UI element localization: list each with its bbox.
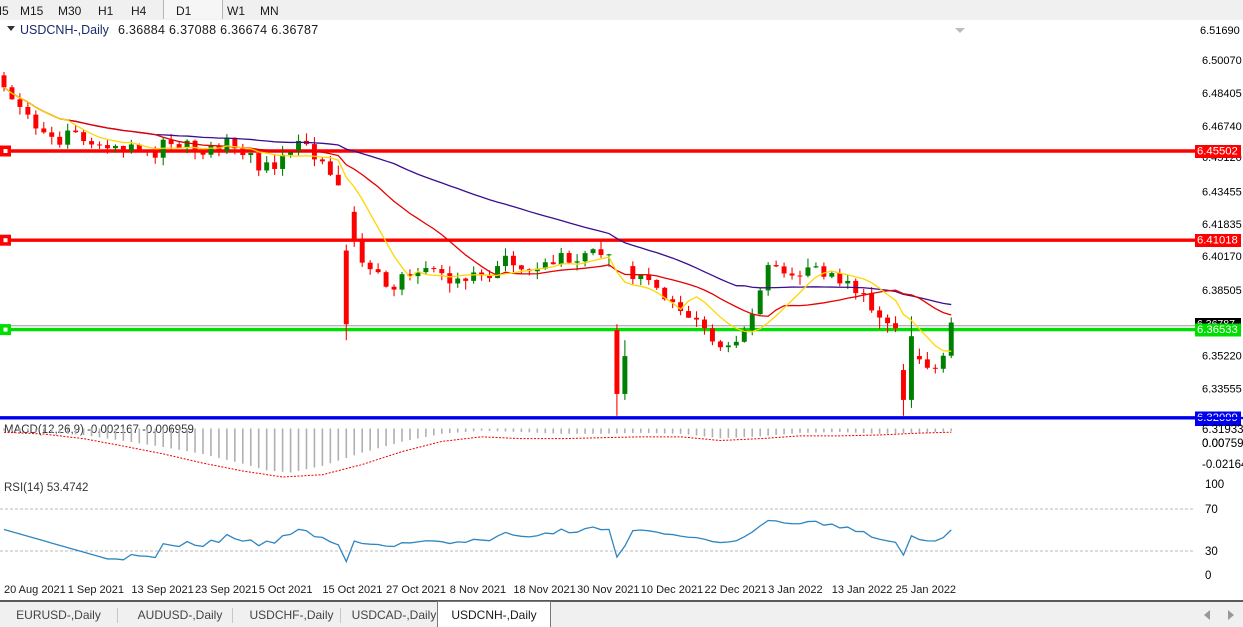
svg-text:30: 30	[1205, 546, 1218, 558]
svg-text:1 Sep 2021: 1 Sep 2021	[68, 584, 124, 596]
svg-text:13 Sep 2021: 13 Sep 2021	[131, 584, 193, 596]
svg-text:18 Nov 2021: 18 Nov 2021	[513, 584, 575, 596]
svg-text:25 Jan 2022: 25 Jan 2022	[896, 584, 957, 596]
svg-text:30 Nov 2021: 30 Nov 2021	[577, 584, 639, 596]
svg-text:70: 70	[1205, 504, 1218, 516]
svg-text:8 Nov 2021: 8 Nov 2021	[450, 584, 506, 596]
svg-text:15 Oct 2021: 15 Oct 2021	[322, 584, 382, 596]
svg-text:23 Sep 2021: 23 Sep 2021	[195, 584, 257, 596]
svg-text:100: 100	[1205, 479, 1224, 491]
svg-text:20 Aug 2021: 20 Aug 2021	[4, 584, 66, 596]
svg-text:0: 0	[1205, 570, 1211, 582]
svg-text:22 Dec 2021: 22 Dec 2021	[705, 584, 767, 596]
svg-text:13 Jan 2022: 13 Jan 2022	[832, 584, 893, 596]
svg-text:5 Oct 2021: 5 Oct 2021	[259, 584, 313, 596]
svg-text:RSI(14) 53.4742: RSI(14) 53.4742	[4, 482, 88, 494]
svg-text:3 Jan 2022: 3 Jan 2022	[768, 584, 822, 596]
svg-text:27 Oct 2021: 27 Oct 2021	[386, 584, 446, 596]
svg-text:10 Dec 2021: 10 Dec 2021	[641, 584, 703, 596]
